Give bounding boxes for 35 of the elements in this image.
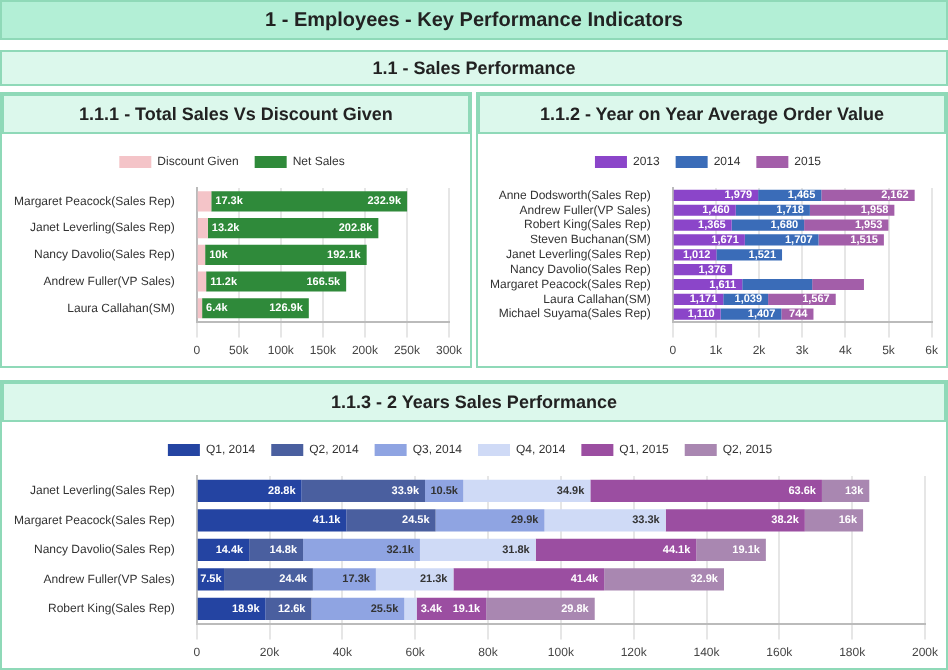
bar [197,191,212,212]
bar [453,568,605,591]
bar [205,244,367,265]
bar [197,218,208,239]
text: 1 - Employees - Key Performance Indicators [0,0,948,40]
bar [742,278,813,291]
bar [303,538,420,561]
chart-title: 1.1.1 - Total Sales Vs Discount Given [2,94,470,134]
bar [812,278,864,291]
bar [224,568,313,591]
bar [419,538,536,561]
bar [463,479,591,502]
bar [435,509,545,532]
bar [590,479,822,502]
chart-title: 1.1.3 - 2 Years Sales Performance [2,382,946,422]
bar [197,271,207,292]
bar [696,538,766,561]
bar [206,271,347,292]
bar [346,509,436,532]
text: 1.1 - Sales Performance [0,50,948,86]
bar [311,597,405,620]
bar [197,509,347,532]
bar [197,479,302,502]
bar [211,191,408,212]
bar [404,597,417,620]
bar [197,244,206,265]
chart-title: 1.1.2 - Year on Year Average Order Value [478,94,946,134]
bar [535,538,697,561]
bar [486,597,595,620]
bar [197,298,203,319]
bar [544,509,666,532]
bar [804,509,864,532]
bar [301,479,426,502]
bar [604,568,724,591]
bar [665,509,805,532]
